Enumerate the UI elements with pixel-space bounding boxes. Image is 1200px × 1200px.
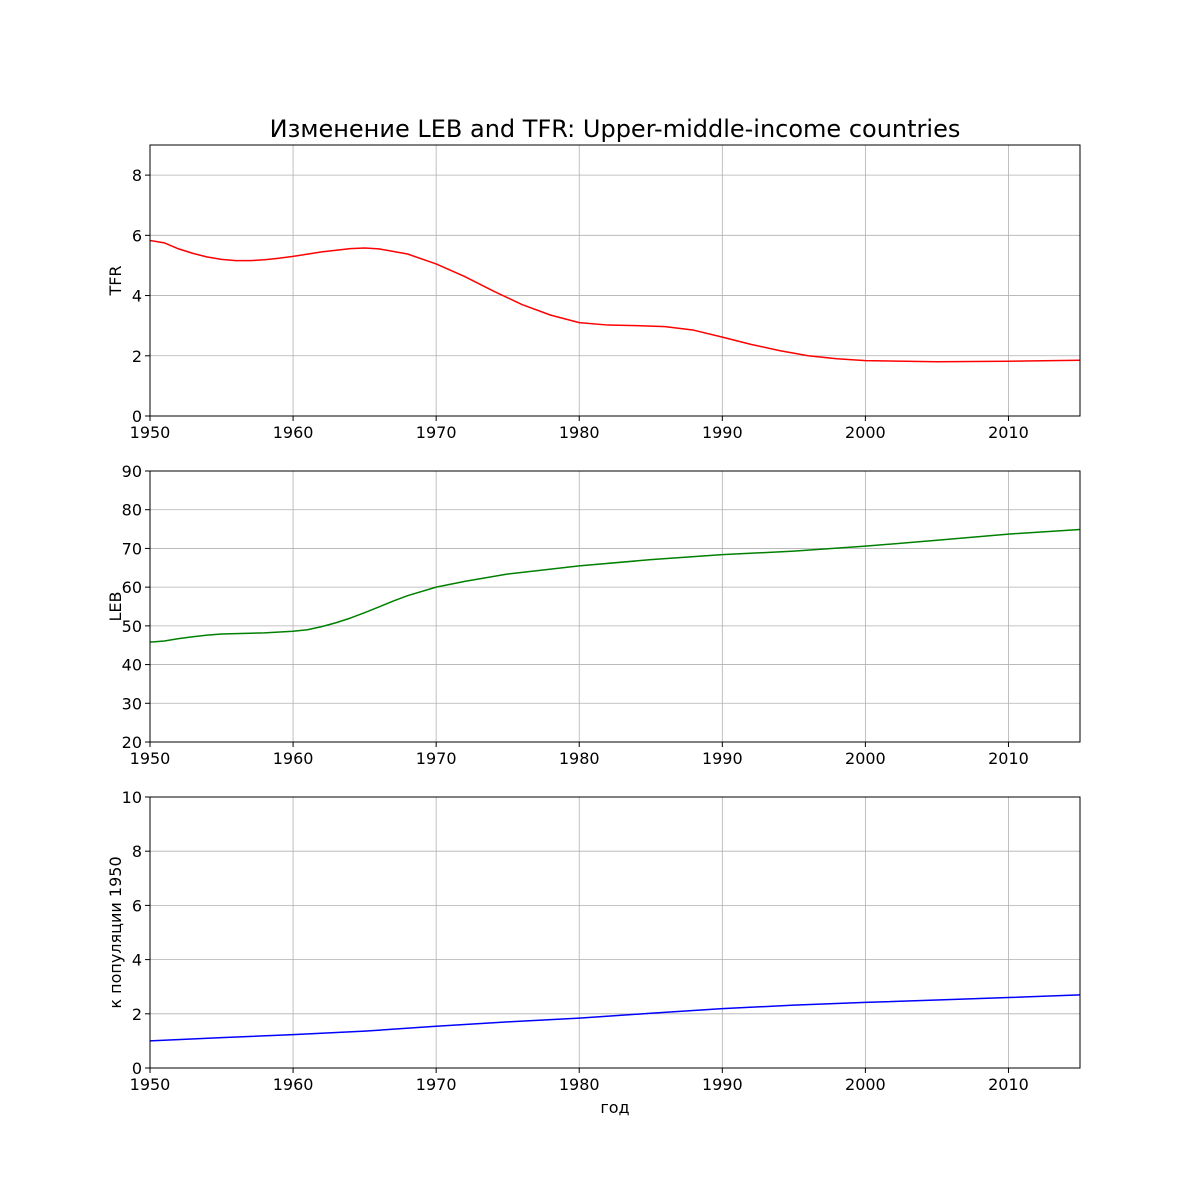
y-axis-label: TFR bbox=[106, 265, 125, 296]
y-tick-label: 6 bbox=[132, 226, 142, 245]
x-tick-label: 1970 bbox=[416, 749, 457, 768]
y-tick-label: 20 bbox=[122, 733, 142, 752]
x-tick-label: 1950 bbox=[130, 1075, 171, 1094]
subplot-2: 1950 1960 1970 1980 1990 2000 2010 20 30 40 50 60 70… bbox=[106, 462, 1081, 768]
y-tick-label: 90 bbox=[122, 462, 142, 481]
x-tick-label: 2010 bbox=[988, 1075, 1029, 1094]
y-tick-label: 30 bbox=[122, 694, 142, 713]
x-tick-label: 1990 bbox=[702, 423, 743, 442]
series-line-tfr bbox=[150, 239, 1080, 363]
y-tick-label: 10 bbox=[122, 788, 142, 807]
x-tick-label: 2010 bbox=[988, 749, 1029, 768]
y-tick-label: 60 bbox=[122, 578, 142, 597]
y-tick-label: 4 bbox=[132, 287, 142, 306]
x-tick-label: 1980 bbox=[559, 1075, 600, 1094]
y-tick-label: 8 bbox=[132, 166, 142, 185]
y-axis-label: к популяции 1950 bbox=[106, 856, 125, 1008]
y-tick-label: 0 bbox=[132, 1059, 142, 1078]
x-tick-label: 2000 bbox=[845, 749, 886, 768]
chart-title: Изменение LEB and TFR: Upper-middle-inco… bbox=[270, 115, 961, 143]
series-line-к-популяции-1950 bbox=[150, 994, 1080, 1042]
series-line-leb bbox=[150, 528, 1080, 643]
y-tick-label: 50 bbox=[122, 617, 142, 636]
x-tick-label: 1990 bbox=[702, 1075, 743, 1094]
x-tick-label: 1990 bbox=[702, 749, 743, 768]
x-tick-label: 2000 bbox=[845, 423, 886, 442]
axes-frame bbox=[149, 470, 1081, 743]
y-tick-label: 6 bbox=[132, 896, 142, 915]
x-tick-label: 1960 bbox=[273, 749, 314, 768]
x-tick-label: 1970 bbox=[416, 1075, 457, 1094]
x-tick-label: 1980 bbox=[559, 423, 600, 442]
x-tick-label: 1960 bbox=[273, 423, 314, 442]
y-tick-label: 0 bbox=[132, 407, 142, 426]
subplots: 1950 1960 1970 1980 1990 2000 201002468TFR1950… bbox=[106, 144, 1081, 1117]
y-axis-label: LEB bbox=[106, 592, 125, 622]
axes-frame bbox=[149, 144, 1081, 417]
y-tick-label: 8 bbox=[132, 842, 142, 861]
x-tick-label: 2000 bbox=[845, 1075, 886, 1094]
subplot-1: 1950 1960 1970 1980 1990 2000 2010 0 2 4 6 8 TFR bbox=[106, 144, 1081, 442]
y-tick-label: 80 bbox=[122, 501, 142, 520]
subplot-3: 1950 1960 1970 1980 1990 2000 2010 0 2 4 6 8 10 к поп… bbox=[106, 788, 1081, 1117]
x-axis-label: год bbox=[600, 1098, 629, 1117]
x-tick-label: 1960 bbox=[273, 1075, 314, 1094]
x-tick-label: 1980 bbox=[559, 749, 600, 768]
x-tick-label: 1950 bbox=[130, 423, 171, 442]
y-tick-label: 70 bbox=[122, 539, 142, 558]
y-tick-label: 2 bbox=[132, 1005, 142, 1024]
y-tick-label: 4 bbox=[132, 951, 142, 970]
x-tick-label: 1970 bbox=[416, 423, 457, 442]
y-tick-label: 2 bbox=[132, 347, 142, 366]
y-tick-label: 40 bbox=[122, 656, 142, 675]
x-tick-label: 2010 bbox=[988, 423, 1029, 442]
axes-frame bbox=[149, 796, 1081, 1069]
x-tick-label: 1950 bbox=[130, 749, 171, 768]
